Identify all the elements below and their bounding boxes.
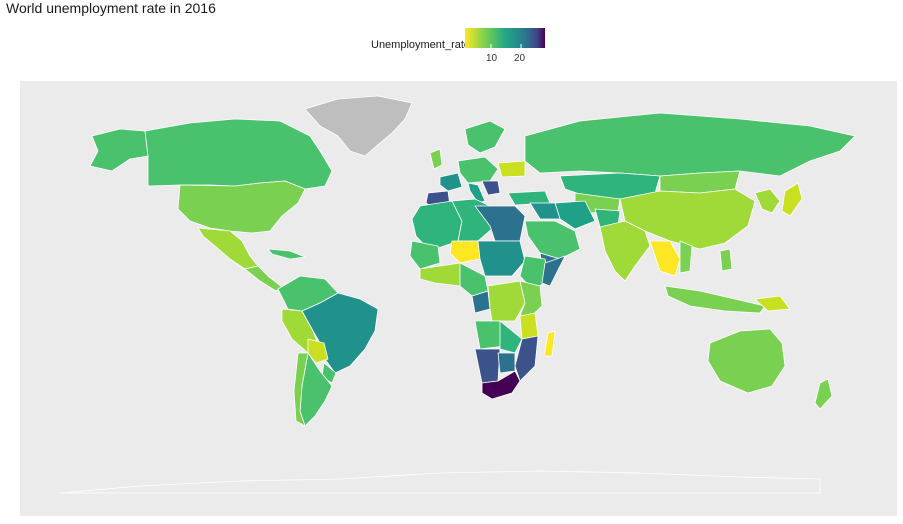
region-new-guinea — [754, 295, 791, 312]
region-australia — [707, 328, 786, 394]
legend-tick-20: 20 — [514, 53, 526, 64]
region-mexico — [197, 227, 259, 270]
region-zambia — [499, 320, 523, 354]
region-chad-sudan — [477, 240, 526, 277]
region-ukraine — [497, 160, 526, 178]
region-sahel-west — [409, 240, 441, 270]
region-new-zealand — [814, 378, 833, 410]
region-uk — [429, 148, 443, 170]
region-usa — [177, 180, 306, 234]
region-korea-japan — [754, 188, 781, 214]
region-iraq-syria — [529, 202, 561, 220]
region-vietnam — [679, 240, 693, 274]
region-japan — [781, 182, 803, 217]
world-map — [59, 95, 856, 494]
region-indochina — [649, 240, 681, 277]
region-caribbean — [267, 248, 306, 260]
region-somalia — [541, 255, 566, 287]
region-philippines — [719, 248, 733, 272]
region-niger — [449, 240, 481, 264]
region-mozambique — [514, 335, 539, 382]
region-scandinavia — [464, 120, 506, 154]
region-botswana — [497, 352, 516, 374]
region-south-africa — [481, 370, 521, 400]
region-tanzania — [519, 312, 539, 340]
region-central-america — [244, 265, 283, 292]
region-canada — [144, 118, 333, 190]
region-balkans — [481, 180, 501, 196]
legend-tick-10: 10 — [486, 53, 498, 64]
region-arabia — [524, 220, 581, 260]
region-france — [439, 172, 463, 192]
region-central-europe — [457, 156, 499, 184]
chart-title: World unemployment rate in 2016 — [6, 0, 216, 16]
region-greenland — [304, 95, 413, 157]
legend-title: Unemployment_rate — [371, 39, 471, 51]
region-drc — [487, 280, 526, 322]
region-india — [599, 220, 651, 282]
region-bolivia — [307, 338, 329, 364]
legend-colorbar — [465, 28, 545, 48]
map-panel — [20, 81, 897, 516]
region-russia — [524, 112, 856, 177]
region-antarctica — [59, 470, 821, 494]
region-madagascar — [543, 330, 556, 357]
region-chile — [293, 352, 309, 427]
region-malaysia-indonesia — [664, 285, 766, 314]
region-alaska — [89, 128, 149, 172]
region-namibia — [474, 348, 501, 384]
